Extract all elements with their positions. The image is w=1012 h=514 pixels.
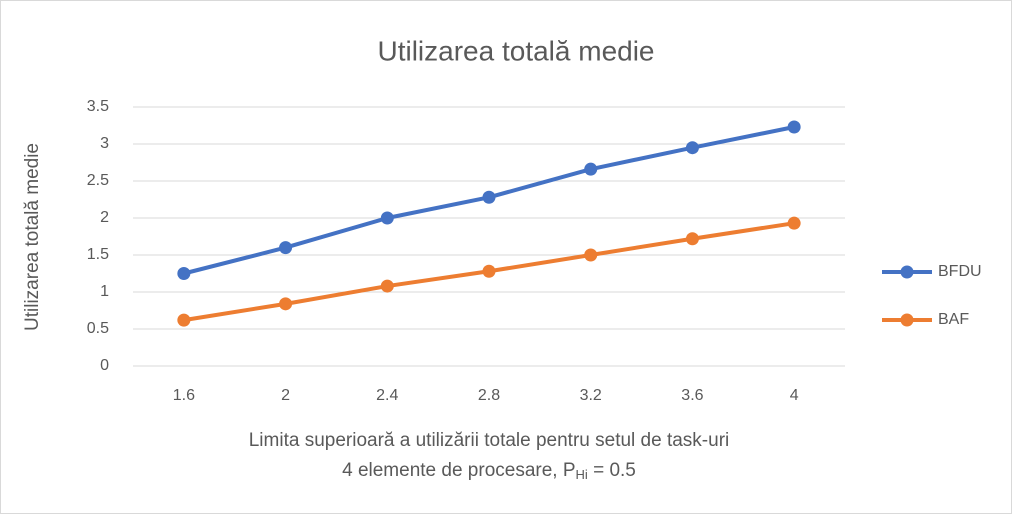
y-tick-label: 1.5 [87, 246, 109, 263]
x-tick-label: 4 [790, 387, 799, 404]
x-tick-label: 3.2 [580, 387, 602, 404]
y-axis-label: Utilizarea totală medie [22, 143, 43, 331]
y-tick-label: 0.5 [87, 320, 109, 337]
y-tick-label: 1 [100, 283, 109, 300]
data-point [177, 267, 191, 280]
x-label-subscript: Hi [576, 467, 588, 482]
data-point [787, 120, 801, 134]
data-point [177, 313, 191, 327]
y-tick-label: 2.5 [87, 172, 109, 189]
legend-label: BFDU [938, 263, 982, 280]
x-tick-label: 1.6 [173, 387, 195, 404]
data-point [584, 162, 598, 176]
legend-marker [900, 265, 914, 279]
chart-title: Utilizarea totală medie [377, 35, 654, 66]
legend-label: BAF [938, 311, 969, 328]
data-point [482, 190, 496, 204]
data-point [685, 141, 699, 155]
x-label-rest: = 0.5 [588, 460, 636, 481]
data-point [787, 216, 801, 230]
y-tick-label: 3.5 [87, 98, 109, 115]
y-tick-label: 0 [100, 357, 109, 374]
y-tick-label: 3 [100, 135, 109, 152]
x-tick-label: 2.8 [478, 387, 500, 404]
data-point [584, 248, 598, 262]
x-tick-label: 2 [281, 387, 290, 404]
x-axis-label: Limita superioară a utilizării totale pe… [249, 430, 730, 451]
x-tick-label: 3.6 [681, 387, 703, 404]
x-axis-label-2: 4 elemente de procesare, PHi = 0.5 [342, 460, 636, 482]
data-point [482, 264, 496, 278]
data-point [380, 211, 394, 225]
x-label-text: 4 elemente de procesare, P [342, 460, 575, 481]
data-point [279, 241, 293, 255]
x-tick-label: 2.4 [376, 387, 398, 404]
y-tick-label: 2 [100, 209, 109, 226]
legend-marker [900, 313, 914, 327]
data-point [279, 297, 293, 311]
data-point [685, 232, 699, 246]
data-point [380, 279, 394, 293]
